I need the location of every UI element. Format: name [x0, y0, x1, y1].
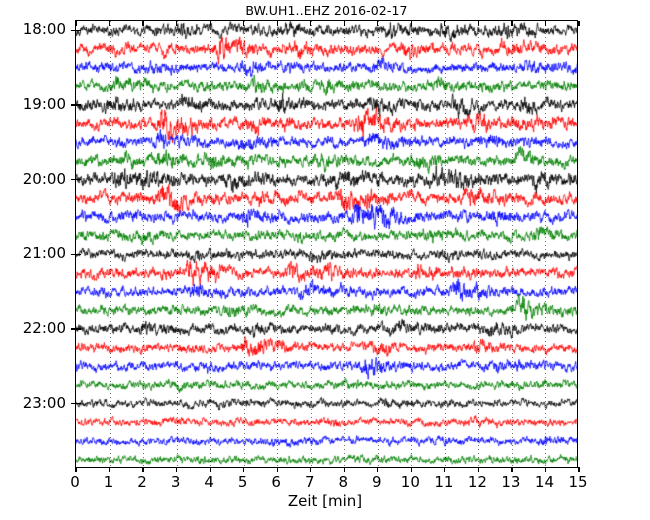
y-tick-mark-inner [76, 403, 81, 405]
x-tick-mark-top [544, 21, 547, 26]
x-tick-label: 14 [534, 473, 554, 491]
trace-canvas-wrapper [76, 21, 577, 467]
x-tick-mark [511, 467, 513, 472]
gridline-vertical [277, 21, 279, 467]
x-tick-mark-top [108, 21, 111, 26]
gridline-vertical [210, 21, 212, 467]
gridline-vertical [478, 21, 480, 467]
x-tick-mark-top [377, 21, 379, 26]
x-tick-mark-top [310, 21, 312, 26]
gridline-vertical [344, 21, 346, 467]
gridline-vertical [243, 21, 245, 467]
x-tick-label: 13 [501, 473, 521, 491]
x-tick-mark [108, 467, 111, 472]
x-tick-label: 8 [338, 473, 349, 491]
x-axis-label: Zeit [min] [287, 492, 363, 510]
x-tick-mark [477, 467, 479, 472]
x-tick-label: 5 [237, 473, 248, 491]
x-tick-label: 3 [170, 473, 181, 491]
y-tick-mark [71, 104, 76, 106]
y-tick-label: 21:00 [22, 244, 66, 263]
x-tick-mark-top [477, 21, 479, 26]
x-tick-mark [444, 467, 446, 472]
x-tick-mark [310, 467, 312, 472]
y-tick-label: 19:00 [22, 95, 66, 113]
y-tick-mark-inner [76, 104, 81, 106]
y-tick-mark [71, 328, 76, 330]
x-tick-label: 1 [103, 473, 114, 491]
x-tick-label: 7 [304, 473, 315, 491]
y-tick-mark-inner [76, 179, 81, 181]
y-tick-mark [71, 403, 76, 405]
x-tick-label: 10 [400, 473, 420, 491]
x-tick-mark-top [343, 21, 345, 26]
y-tick-mark [71, 29, 76, 31]
x-tick-mark-top [243, 21, 245, 26]
x-tick-label: 11 [434, 473, 454, 491]
gridline-vertical [109, 21, 111, 467]
y-tick-mark-inner [76, 328, 81, 330]
gridline-vertical [545, 21, 547, 467]
x-tick-mark [176, 467, 178, 472]
x-tick-mark-top [142, 21, 144, 26]
x-tick-mark [209, 467, 211, 472]
x-tick-mark-top [276, 21, 278, 26]
y-tick-label: 22:00 [22, 319, 66, 337]
gridline-vertical [377, 21, 379, 467]
x-tick-mark [75, 467, 77, 472]
x-tick-mark [243, 467, 245, 472]
plot-axes [71, 20, 580, 472]
gridline-vertical [143, 21, 145, 467]
gridline-vertical [411, 21, 413, 467]
x-tick-mark [410, 467, 412, 472]
x-tick-mark [544, 467, 547, 472]
x-tick-label: 6 [271, 473, 281, 491]
x-tick-mark [377, 467, 379, 472]
y-tick-label: 23:00 [22, 393, 66, 412]
x-tick-mark [343, 467, 345, 472]
x-tick-label: 9 [372, 473, 382, 491]
x-tick-mark-top [578, 21, 580, 26]
y-tick-label: 18:00 [22, 20, 66, 39]
x-tick-mark-top [209, 21, 211, 26]
x-tick-label: 2 [137, 473, 147, 491]
x-tick-mark-top [176, 21, 178, 26]
x-tick-label: 15 [568, 473, 588, 491]
page-title: BW.UH1..EHZ 2016-02-17 [245, 3, 408, 18]
x-tick-mark [142, 467, 144, 472]
x-tick-label: 12 [467, 473, 487, 491]
y-tick-mark [71, 179, 76, 181]
x-tick-label: 4 [204, 473, 214, 491]
x-tick-mark [578, 467, 580, 472]
x-tick-mark-top [444, 21, 446, 26]
y-tick-mark-inner [76, 253, 81, 255]
seismogram-traces [76, 21, 577, 467]
y-tick-mark-inner [76, 29, 81, 31]
gridline-vertical [310, 21, 312, 467]
x-tick-label: 0 [70, 473, 80, 491]
x-tick-mark-top [75, 21, 77, 26]
y-tick-label: 20:00 [22, 169, 66, 188]
x-tick-mark [276, 467, 278, 472]
x-tick-mark-top [511, 21, 513, 26]
gridline-vertical [176, 21, 178, 467]
gridline-vertical [444, 21, 446, 467]
x-tick-mark-top [410, 21, 412, 26]
gridline-vertical [511, 21, 513, 467]
y-tick-mark [71, 253, 76, 255]
